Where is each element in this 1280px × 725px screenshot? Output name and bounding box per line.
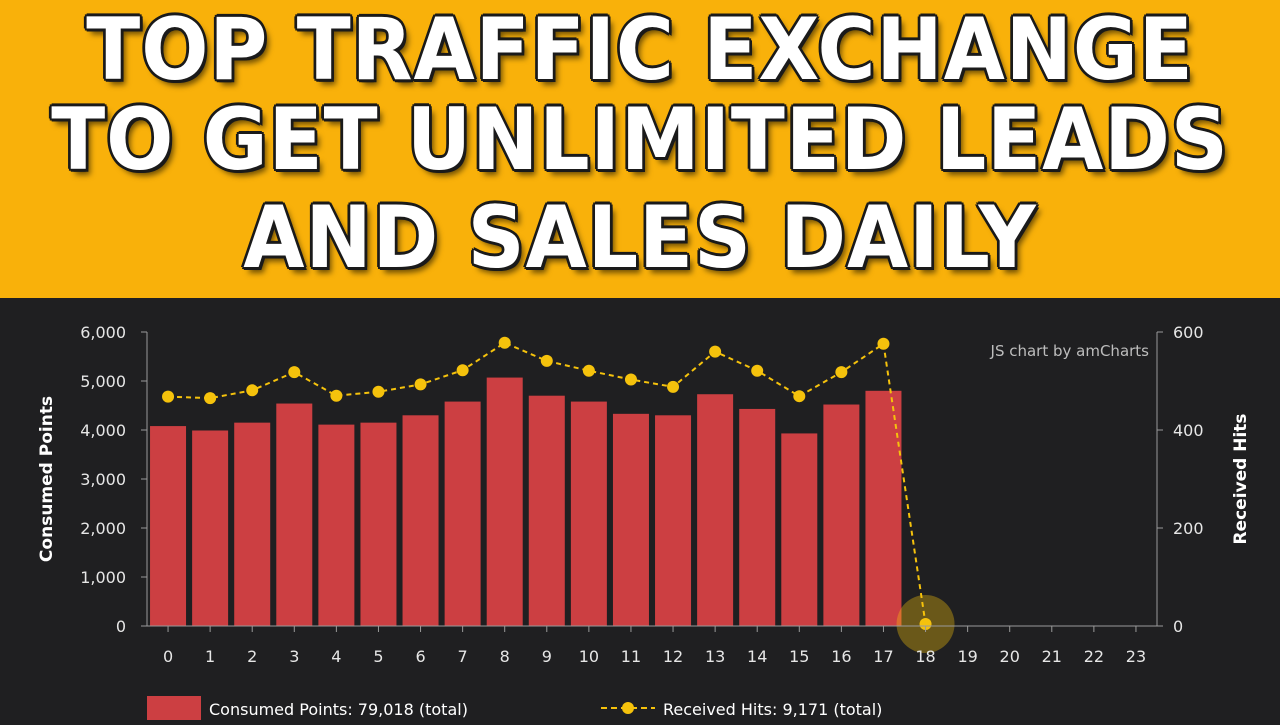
x-tick-label-13: 13 (705, 647, 725, 666)
x-tick-label-23: 23 (1126, 647, 1146, 666)
x-tick-label-4: 4 (331, 647, 341, 666)
point-received-hits-1 (204, 392, 217, 405)
legend: Consumed Points: 79,018 (total) Received… (147, 696, 882, 720)
y-tick-label-0: 0 (116, 617, 126, 636)
x-tick-label-19: 19 (957, 647, 977, 666)
y2-tick-label-2: 400 (1173, 421, 1204, 440)
x-tick-label-7: 7 (458, 647, 468, 666)
x-tick-label-18: 18 (915, 647, 935, 666)
bars-layer (150, 377, 902, 626)
title-line-3: AND SALES DAILY (243, 188, 1037, 288)
y-tick-label-5: 5,000 (80, 372, 126, 391)
x-tick-label-9: 9 (542, 647, 552, 666)
bar-consumed-points-7 (444, 401, 481, 626)
bar-consumed-points-2 (234, 422, 271, 626)
bar-consumed-points-10 (570, 401, 607, 626)
y-axis-title: Consumed Points (37, 396, 57, 562)
point-received-hits-8 (498, 336, 511, 349)
point-received-hits-0 (162, 390, 175, 403)
bar-consumed-points-14 (739, 408, 776, 626)
traffic-chart: Consumed Points Received Hits JS chart b… (37, 323, 1251, 720)
x-tick-label-22: 22 (1084, 647, 1104, 666)
legend-swatch-received-hits-marker (622, 702, 634, 714)
bar-consumed-points-8 (486, 377, 523, 626)
title-line-2: TO GET UNLIMITED LEADS (51, 90, 1229, 190)
bar-consumed-points-9 (528, 395, 565, 626)
point-received-hits-13 (709, 345, 722, 358)
x-tick-label-20: 20 (1000, 647, 1020, 666)
bar-consumed-points-5 (360, 422, 397, 626)
x-tick-label-0: 0 (163, 647, 173, 666)
point-received-hits-9 (540, 354, 553, 367)
point-received-hits-15 (793, 390, 806, 403)
point-received-hits-6 (414, 378, 427, 391)
y-tick-label-6: 6,000 (80, 323, 126, 342)
chart-credit: JS chart by amCharts (990, 342, 1150, 360)
ticks-layer: 01,0002,0003,0004,0005,0006,000020040060… (80, 323, 1203, 666)
x-tick-label-6: 6 (415, 647, 425, 666)
point-received-hits-14 (751, 364, 764, 377)
title-line-1: TOP TRAFFIC EXCHANGE (86, 0, 1194, 100)
bar-consumed-points-15 (781, 433, 818, 626)
x-tick-label-1: 1 (205, 647, 215, 666)
y2-axis-title: Received Hits (1231, 413, 1251, 544)
bar-consumed-points-13 (697, 394, 734, 626)
x-tick-label-21: 21 (1042, 647, 1062, 666)
x-tick-label-17: 17 (873, 647, 893, 666)
point-received-hits-10 (582, 364, 595, 377)
x-tick-label-14: 14 (747, 647, 767, 666)
point-received-hits-5 (372, 385, 385, 398)
y2-tick-label-0: 0 (1173, 617, 1183, 636)
x-tick-label-11: 11 (621, 647, 641, 666)
bar-consumed-points-16 (823, 404, 860, 626)
x-tick-label-15: 15 (789, 647, 809, 666)
chart-area: Consumed Points Received Hits JS chart b… (0, 298, 1280, 720)
y-tick-label-3: 3,000 (80, 470, 126, 489)
x-tick-label-3: 3 (289, 647, 299, 666)
bar-consumed-points-11 (612, 413, 649, 626)
point-received-hits-11 (624, 373, 637, 386)
y2-tick-label-1: 200 (1173, 519, 1204, 538)
point-received-hits-2 (246, 384, 259, 397)
point-received-hits-7 (456, 364, 469, 377)
point-received-hits-16 (835, 366, 848, 379)
point-received-hits-3 (288, 366, 301, 379)
x-tick-label-8: 8 (500, 647, 510, 666)
legend-label-received-hits: Received Hits: 9,171 (total) (663, 700, 882, 719)
x-tick-label-10: 10 (579, 647, 599, 666)
legend-swatch-consumed-points (147, 696, 201, 720)
bar-consumed-points-12 (655, 415, 692, 626)
x-tick-label-5: 5 (373, 647, 383, 666)
legend-label-consumed-points: Consumed Points: 79,018 (total) (209, 700, 468, 719)
x-tick-label-12: 12 (663, 647, 683, 666)
title-banner: TOP TRAFFIC EXCHANGE TO GET UNLIMITED LE… (0, 0, 1280, 298)
y2-tick-label-3: 600 (1173, 323, 1204, 342)
point-received-hits-18 (919, 618, 932, 631)
point-received-hits-17 (877, 337, 890, 350)
bar-consumed-points-17 (865, 390, 902, 626)
bar-consumed-points-4 (318, 424, 355, 626)
bar-consumed-points-6 (402, 415, 439, 626)
point-received-hits-12 (667, 380, 680, 393)
y-tick-label-2: 2,000 (80, 519, 126, 538)
bar-consumed-points-0 (150, 426, 187, 626)
hits-line-layer (162, 336, 955, 654)
bar-consumed-points-3 (276, 403, 313, 626)
bar-consumed-points-1 (192, 430, 229, 626)
axes-layer: Consumed Points Received Hits JS chart b… (37, 332, 1251, 627)
x-tick-label-16: 16 (831, 647, 851, 666)
point-received-hits-4 (330, 389, 343, 402)
y-tick-label-1: 1,000 (80, 568, 126, 587)
x-tick-label-2: 2 (247, 647, 257, 666)
y-tick-label-4: 4,000 (80, 421, 126, 440)
